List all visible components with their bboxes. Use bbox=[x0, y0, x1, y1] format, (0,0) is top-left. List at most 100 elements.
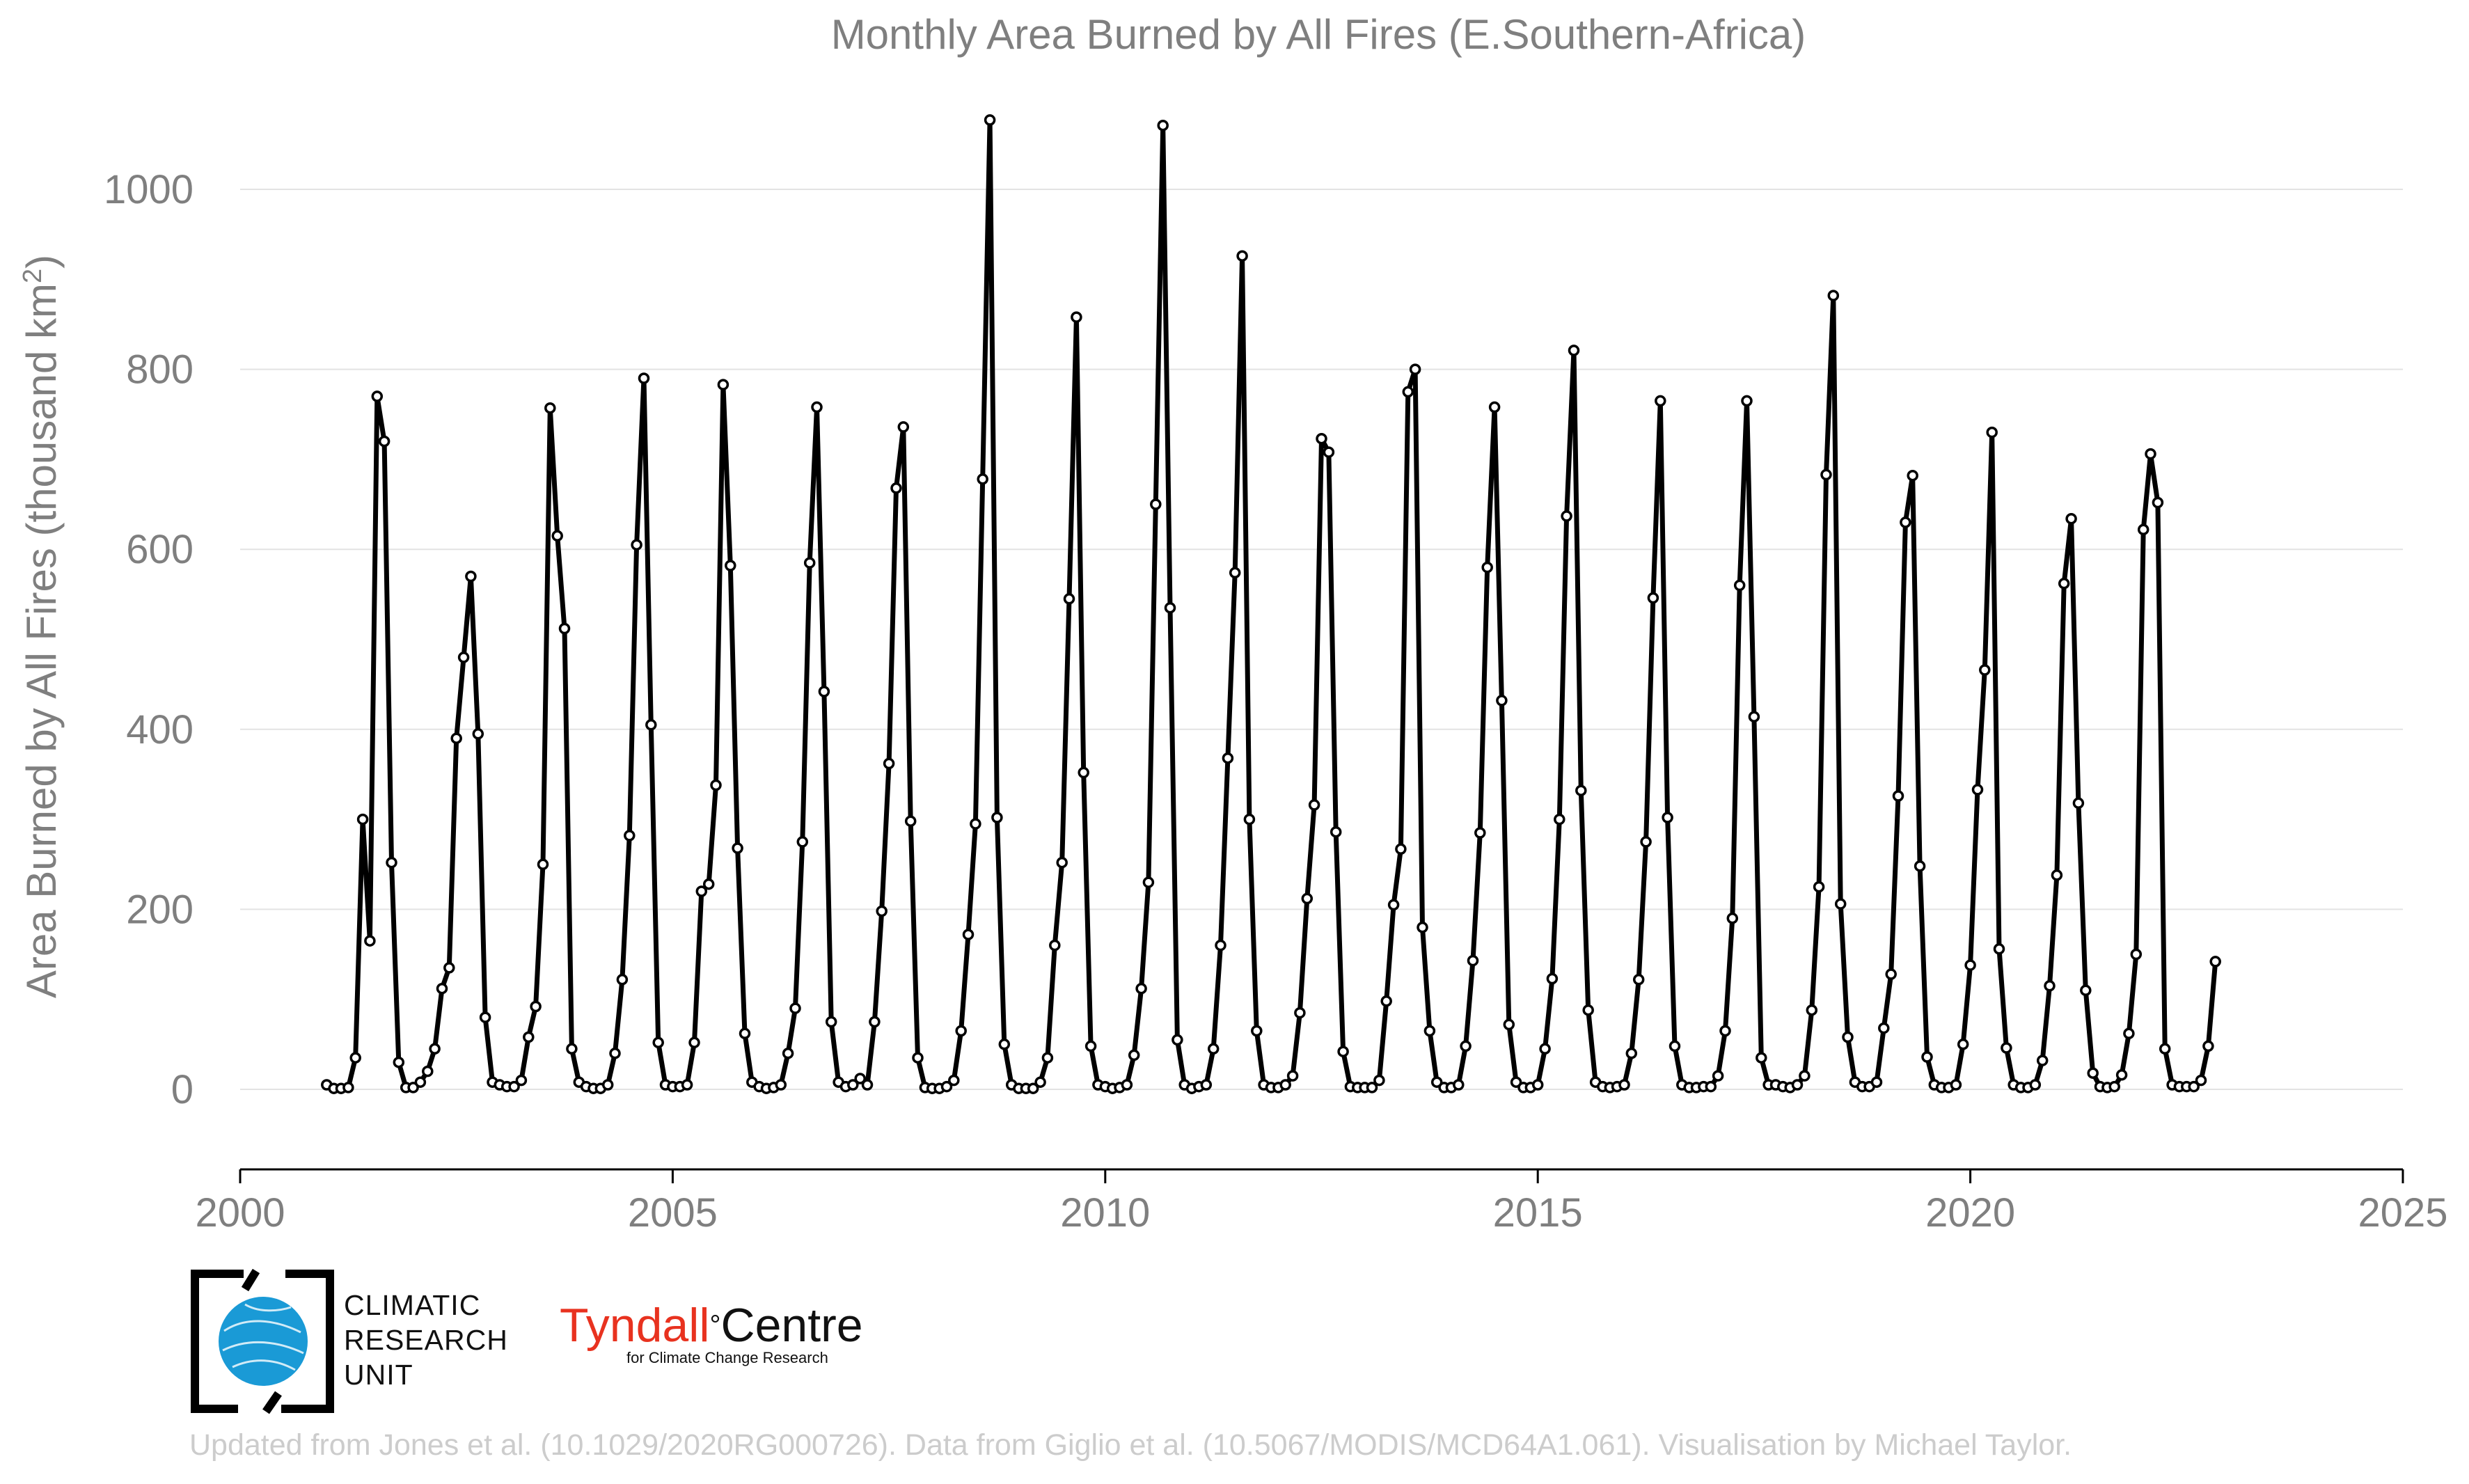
x-tick-label: 2005 bbox=[628, 1190, 718, 1236]
cru-logo-text: CLIMATIC RESEARCH UNIT bbox=[344, 1288, 508, 1392]
credit-line: Updated from Jones et al. (10.1029/2020R… bbox=[189, 1428, 2072, 1462]
data-point bbox=[782, 1048, 794, 1059]
data-point bbox=[1900, 516, 1911, 528]
data-point bbox=[1417, 922, 1428, 933]
data-point bbox=[1618, 1079, 1630, 1091]
data-point bbox=[1084, 1040, 1097, 1052]
data-point bbox=[1582, 1004, 1594, 1016]
data-point bbox=[717, 379, 729, 390]
data-point bbox=[1430, 1076, 1443, 1088]
data-point bbox=[371, 390, 384, 402]
data-point bbox=[1575, 784, 1587, 796]
data-point bbox=[2130, 948, 2143, 961]
data-point bbox=[710, 779, 722, 791]
data-point bbox=[876, 905, 888, 917]
data-point bbox=[1885, 968, 1897, 980]
cru-line-3: UNIT bbox=[344, 1359, 413, 1391]
data-point bbox=[1799, 1070, 1811, 1082]
data-point bbox=[732, 842, 743, 854]
data-point bbox=[1071, 311, 1082, 323]
x-ticks: 2000 2005 2010 2015 2020 2025 bbox=[195, 1169, 2448, 1236]
data-point bbox=[1496, 695, 1508, 707]
data-point bbox=[364, 935, 376, 947]
data-point bbox=[1870, 1076, 1883, 1088]
data-point bbox=[1279, 1079, 1291, 1091]
tyndall-logo: Tyndall°Centre for Climate Change Resear… bbox=[560, 1300, 863, 1367]
data-point bbox=[1467, 954, 1479, 967]
data-point bbox=[1301, 892, 1314, 905]
data-point bbox=[1971, 784, 1984, 796]
data-point bbox=[609, 1048, 621, 1059]
data-point bbox=[429, 1043, 441, 1055]
data-point bbox=[1243, 813, 1256, 826]
data-point bbox=[1337, 1045, 1349, 1057]
data-point bbox=[1387, 899, 1400, 911]
data-point bbox=[1229, 567, 1241, 579]
data-point bbox=[904, 815, 917, 827]
chart-title: Monthly Area Burned by All Fires (E.Sout… bbox=[831, 11, 1806, 58]
data-point bbox=[1957, 1039, 1969, 1050]
data-point bbox=[1373, 1074, 1385, 1087]
data-point bbox=[803, 557, 816, 569]
data-point bbox=[436, 982, 448, 995]
data-point bbox=[566, 1043, 578, 1055]
data-point bbox=[2029, 1079, 2042, 1091]
data-point bbox=[558, 622, 571, 635]
cru-logo-mark bbox=[191, 1268, 334, 1414]
data-point bbox=[818, 686, 830, 697]
data-point bbox=[349, 1052, 361, 1064]
data-point bbox=[1142, 876, 1155, 888]
data-point bbox=[616, 974, 629, 986]
data-point bbox=[2108, 1080, 2120, 1093]
data-point bbox=[955, 1025, 967, 1037]
series-line bbox=[325, 117, 2218, 1091]
x-tick-label: 2015 bbox=[1493, 1190, 1583, 1236]
data-point bbox=[1503, 1018, 1515, 1031]
data-point bbox=[457, 652, 470, 663]
data-point bbox=[991, 812, 1003, 823]
data-point bbox=[645, 719, 657, 731]
data-point bbox=[984, 114, 996, 126]
data-point bbox=[443, 962, 455, 974]
data-point bbox=[2137, 523, 2149, 536]
data-point bbox=[912, 1052, 924, 1064]
data-point bbox=[2058, 578, 2070, 590]
data-point bbox=[1172, 1034, 1183, 1046]
cru-line-1: CLIMATIC bbox=[344, 1289, 481, 1321]
data-point bbox=[2159, 1043, 2171, 1055]
data-point bbox=[356, 813, 369, 826]
data-point bbox=[695, 885, 708, 897]
data-point bbox=[1128, 1049, 1140, 1061]
data-point bbox=[1330, 826, 1342, 838]
data-point bbox=[393, 1056, 405, 1068]
x-tick-label: 2020 bbox=[1925, 1190, 2015, 1236]
data-point bbox=[2209, 956, 2221, 968]
data-point bbox=[725, 560, 736, 571]
data-point bbox=[897, 421, 910, 433]
data-point bbox=[1488, 401, 1501, 413]
data-point bbox=[1207, 1043, 1220, 1055]
data-point bbox=[1993, 943, 2005, 955]
data-point bbox=[998, 1039, 1011, 1050]
data-point bbox=[2152, 496, 2164, 509]
data-point bbox=[1423, 1025, 1436, 1037]
data-point bbox=[1733, 579, 1746, 592]
data-point bbox=[1568, 345, 1580, 356]
y-tick-label: 0 bbox=[171, 1067, 194, 1112]
data-point bbox=[1842, 1031, 1854, 1043]
data-point bbox=[1705, 1080, 1717, 1093]
data-point bbox=[1366, 1082, 1378, 1094]
data-point bbox=[1669, 1040, 1681, 1052]
logos: CLIMATIC RESEARCH UNIT Tyndall°Centre fo… bbox=[189, 1268, 885, 1414]
data-point bbox=[869, 1016, 881, 1028]
data-point bbox=[1510, 1076, 1522, 1088]
data-point bbox=[1380, 995, 1392, 1007]
data-point bbox=[378, 435, 391, 448]
data-point bbox=[1914, 860, 1926, 872]
data-point bbox=[1834, 898, 1847, 910]
data-point bbox=[2115, 1069, 2128, 1081]
data-point bbox=[1979, 664, 1991, 676]
data-point bbox=[1756, 1052, 1767, 1064]
data-point bbox=[1531, 1079, 1544, 1091]
data-point bbox=[1236, 250, 1248, 262]
